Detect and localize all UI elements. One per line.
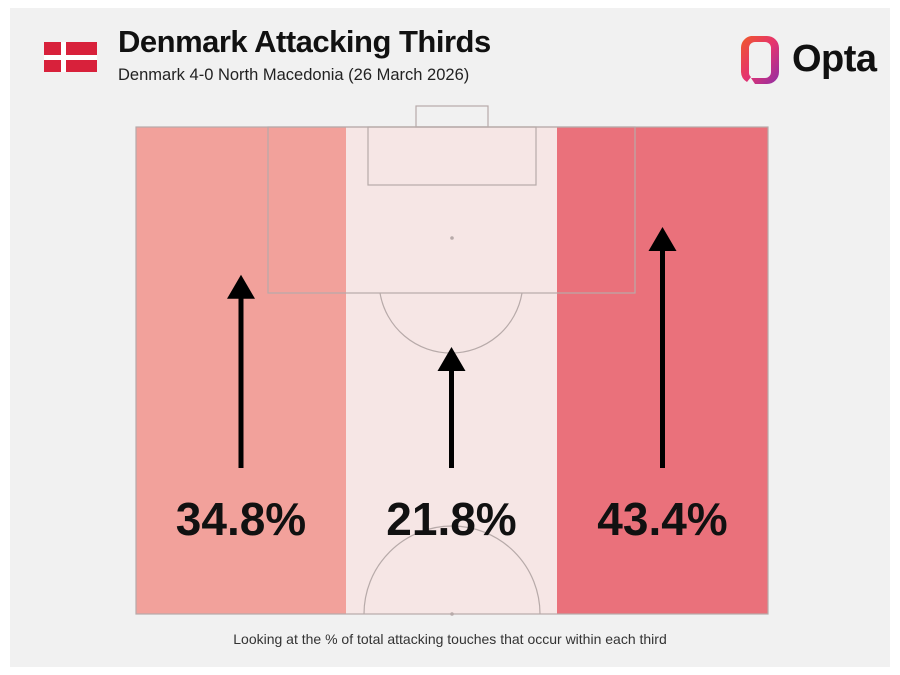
chart-title: Denmark Attacking Thirds (118, 24, 491, 59)
arrow-head-3 (648, 227, 677, 251)
value-label-2: 21.8% (386, 493, 516, 545)
denmark-flag-icon (44, 42, 97, 72)
value-label-1: 34.8% (176, 493, 306, 545)
footer-note: Looking at the % of total attacking touc… (233, 631, 667, 647)
centre-circle-arc (363, 525, 541, 615)
arrow-head-2 (437, 346, 466, 371)
arrow-head-1 (227, 274, 255, 299)
penalty-spot (450, 236, 454, 240)
centre-spot (450, 612, 454, 616)
opta-logo-icon (740, 36, 779, 84)
chart-subtitle: Denmark 4-0 North Macedonia (26 March 20… (118, 66, 470, 84)
goal (415, 105, 489, 128)
value-label-3: 43.4% (597, 493, 727, 545)
opta-brand: Opta (792, 38, 877, 80)
